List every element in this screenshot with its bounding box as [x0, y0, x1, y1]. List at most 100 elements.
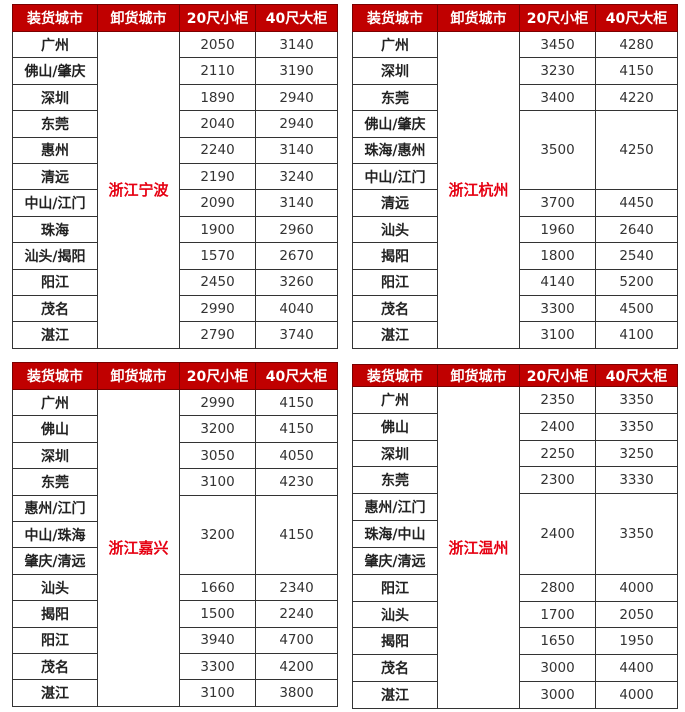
loading-city: 肇庆/清远: [12, 547, 98, 575]
table-row: 佛山 2400 3350: [352, 412, 678, 441]
loading-city: 广州: [12, 30, 98, 59]
destination-city: 浙江杭州: [437, 31, 520, 349]
loading-city: 中山/江门: [352, 163, 438, 191]
table-row: 汕头 1660 2340: [12, 573, 338, 602]
price-20ft: 2800: [519, 573, 596, 602]
loading-city: 佛山: [352, 412, 438, 441]
table-row: 清远 2190 3240: [12, 163, 338, 191]
price-20ft: 4140: [519, 268, 596, 297]
price-40ft: 3260: [255, 268, 338, 297]
loading-city: 茂名: [352, 295, 438, 323]
loading-city: 佛山/肇庆: [12, 57, 98, 85]
rate-table-wenzhou: 装货城市 卸货城市 20尺小柜 40尺大柜 广州 浙江温州 2350 3350 佛山 2400 33…: [352, 364, 678, 709]
header-row: 装货城市 卸货城市 20尺小柜 40尺大柜: [352, 364, 678, 387]
price-40ft: 4150: [255, 494, 338, 575]
table-row: 湛江 3100 3800: [12, 679, 338, 707]
table-row: 揭阳 1800 2540: [352, 242, 678, 270]
price-40ft: 3350: [595, 386, 678, 414]
price-40ft: 2640: [595, 215, 678, 244]
table-row: 阳江 2800 4000: [352, 573, 678, 602]
loading-city: 东莞: [12, 110, 98, 138]
table-row: 惠州 2240 3140: [12, 136, 338, 165]
loading-city: 深圳: [352, 57, 438, 85]
header-40ft: 40尺大柜: [595, 4, 678, 32]
price-20ft: 3000: [519, 681, 596, 709]
loading-city: 汕头: [12, 573, 98, 602]
loading-city: 揭阳: [12, 600, 98, 628]
price-40ft: 1950: [595, 627, 678, 656]
loading-city: 清远: [12, 163, 98, 191]
price-20ft: 1800: [519, 242, 596, 270]
table-row: 深圳 2250 3250: [352, 439, 678, 468]
loading-city: 深圳: [12, 83, 98, 112]
table-row: 汕头/揭阳 1570 2670: [12, 242, 338, 270]
price-40ft: 4400: [595, 654, 678, 683]
price-40ft: 3330: [595, 466, 678, 495]
table-row: 东莞 2300 3330: [352, 466, 678, 495]
price-40ft: 2940: [255, 110, 338, 138]
price-40ft: 2240: [255, 600, 338, 628]
loading-city: 湛江: [352, 321, 438, 349]
price-40ft: 3800: [255, 679, 338, 707]
loading-city: 东莞: [12, 468, 98, 496]
loading-city: 深圳: [12, 441, 98, 470]
table-row: 揭阳 1500 2240: [12, 600, 338, 628]
price-20ft: 3300: [519, 295, 596, 323]
price-40ft: 2050: [595, 600, 678, 629]
price-40ft: 4040: [255, 295, 338, 323]
price-20ft: 2090: [179, 189, 256, 217]
price-20ft: 3100: [179, 679, 256, 707]
price-20ft: 3200: [179, 415, 256, 443]
price-20ft: 2450: [179, 268, 256, 297]
loading-city: 中山/江门: [12, 189, 98, 217]
price-20ft: 1960: [519, 215, 596, 244]
price-40ft: 3740: [255, 321, 338, 349]
loading-city: 东莞: [352, 83, 438, 112]
price-20ft: 2400: [519, 493, 596, 575]
price-20ft: 2300: [519, 466, 596, 495]
price-40ft: 2340: [255, 573, 338, 602]
table-row: 湛江 2790 3740: [12, 321, 338, 349]
header-row: 装货城市 卸货城市 20尺小柜 40尺大柜: [12, 362, 338, 390]
header-unloading-city: 卸货城市: [437, 364, 520, 387]
price-20ft: 2240: [179, 136, 256, 165]
header-unloading-city: 卸货城市: [437, 4, 520, 32]
loading-city: 中山/珠海: [12, 521, 98, 549]
table-row: 广州 浙江杭州 3450 4280: [352, 30, 678, 349]
price-40ft: 4500: [595, 295, 678, 323]
header-row: 装货城市 卸货城市 20尺小柜 40尺大柜: [352, 4, 678, 32]
price-20ft: 3450: [519, 30, 596, 59]
table-row: 东莞 2040 2940: [12, 110, 338, 138]
price-40ft: 4280: [595, 30, 678, 59]
table-row: 清远 3700 4450: [352, 189, 678, 217]
price-40ft: 3240: [255, 163, 338, 191]
header-loading-city: 装货城市: [352, 364, 438, 387]
table-row: 湛江 3100 4100: [352, 321, 678, 349]
loading-city: 茂名: [12, 295, 98, 323]
header-20ft: 20尺小柜: [519, 364, 596, 387]
header-40ft: 40尺大柜: [595, 364, 678, 387]
table-row: 肇庆/清远: [352, 546, 678, 575]
price-20ft: 2050: [179, 30, 256, 59]
loading-city: 深圳: [352, 439, 438, 468]
table-row: 深圳 1890 2940: [12, 83, 338, 112]
price-20ft: 3230: [519, 57, 596, 85]
price-20ft: 2190: [179, 163, 256, 191]
loading-city: 汕头: [352, 600, 438, 629]
price-20ft: 3100: [179, 468, 256, 496]
price-20ft: 3400: [519, 83, 596, 112]
price-40ft: 3140: [255, 30, 338, 59]
header-20ft: 20尺小柜: [179, 362, 256, 390]
price-40ft: 2670: [255, 242, 338, 270]
price-40ft: 3140: [255, 189, 338, 217]
header-unloading-city: 卸货城市: [97, 4, 180, 32]
price-40ft: 2960: [255, 215, 338, 244]
header-40ft: 40尺大柜: [255, 4, 338, 32]
price-20ft: 1650: [519, 627, 596, 656]
table-row: 中山/江门: [352, 163, 678, 191]
price-20ft: 2350: [519, 386, 596, 414]
price-20ft: 3050: [179, 441, 256, 470]
loading-city: 清远: [352, 189, 438, 217]
rate-table-hangzhou: 装货城市 卸货城市 20尺小柜 40尺大柜 广州 浙江杭州 3450 4280 深圳 3230 41…: [352, 4, 678, 349]
price-40ft: 3140: [255, 136, 338, 165]
